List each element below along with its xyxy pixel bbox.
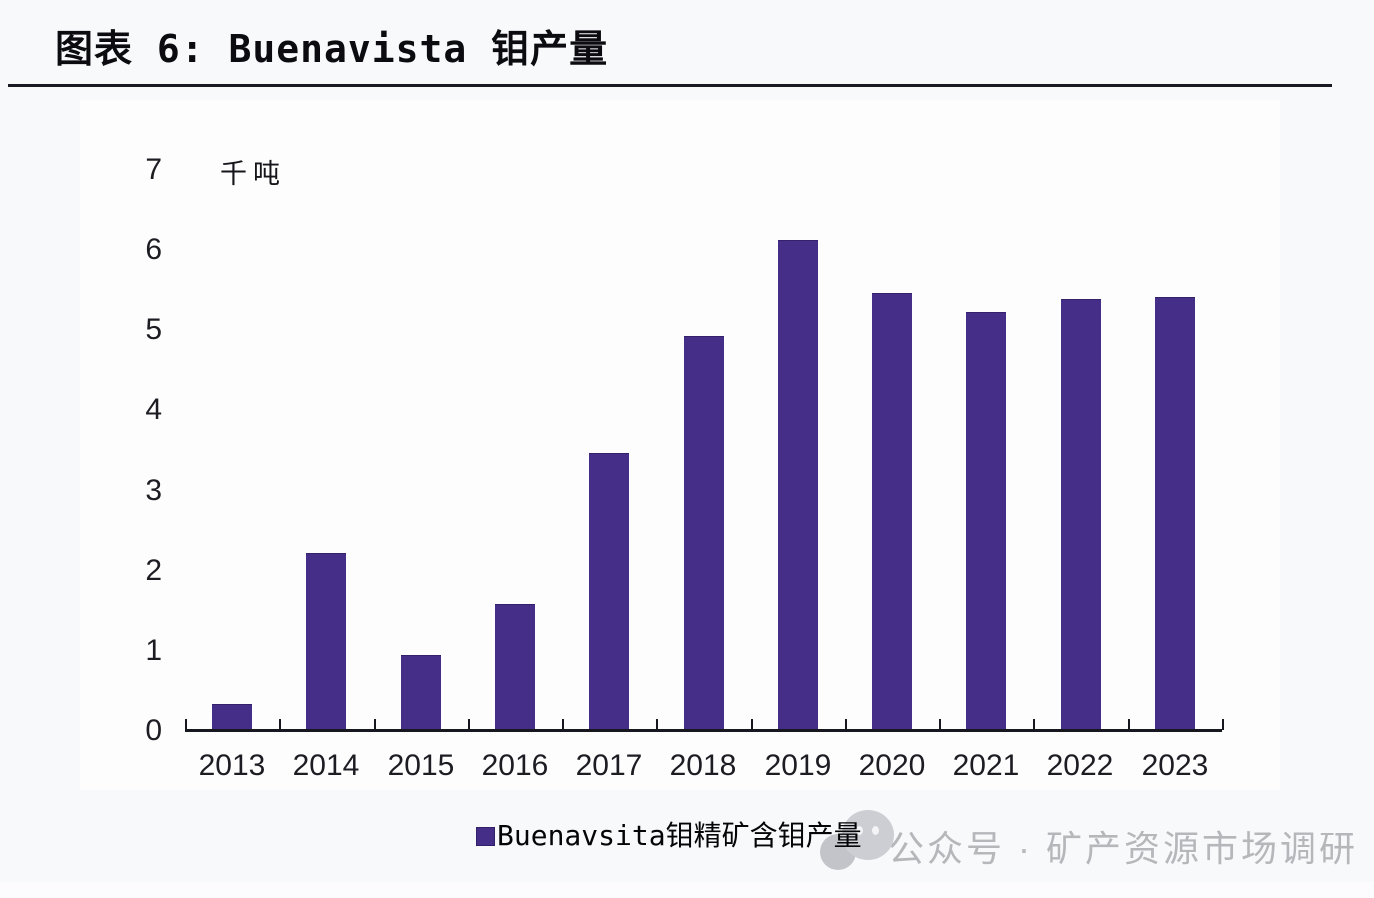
y-axis-unit-label: 千吨: [220, 159, 286, 189]
y-axis-tick-label: 5: [145, 313, 162, 347]
bar-2013: [212, 704, 252, 731]
bar-2015: [401, 655, 441, 731]
bottom-strip: [0, 882, 1374, 898]
x-axis-line: [185, 729, 1222, 732]
watermark-icon-eye-left: [856, 826, 863, 835]
x-axis-tick: [1128, 719, 1130, 730]
watermark: 公众号 · 矿产资源市场调研: [820, 808, 1358, 876]
x-axis-tick: [468, 719, 470, 730]
bar-2018: [684, 336, 724, 731]
x-axis-tick-label: 2017: [575, 749, 643, 782]
wechat-official-account-icon: [820, 808, 894, 876]
page-title: 图表 6: Buenavista 钼产量: [55, 27, 609, 71]
y-axis-tick-label: 3: [145, 473, 162, 507]
y-axis-tick-label: 0: [145, 714, 162, 747]
x-axis-tick-label: 2020: [858, 749, 926, 782]
bar-2016: [495, 604, 535, 731]
x-axis-tick-label: 2018: [669, 749, 737, 782]
x-axis-tick-label: 2023: [1141, 749, 1209, 782]
legend-series-label: Buenavsita钼精矿含钼产量: [497, 819, 862, 852]
y-axis-tick-label: 2: [145, 553, 162, 587]
x-axis-tick-label: 2016: [481, 749, 549, 782]
x-axis-tick: [1033, 719, 1035, 730]
legend: Buenavsita钼精矿含钼产量: [476, 814, 862, 854]
watermark-icon-big-circle: [842, 810, 894, 860]
bar-2017: [589, 453, 629, 731]
bar-2022: [1061, 299, 1101, 731]
watermark-text: 公众号 · 矿产资源市场调研: [888, 828, 1358, 869]
y-axis-tick-label: 6: [145, 233, 162, 267]
x-axis-tick-label: 2019: [764, 749, 832, 782]
x-axis-tick-label: 2015: [387, 749, 455, 782]
watermark-icon-eye-right: [872, 826, 879, 835]
bar-2021: [966, 312, 1006, 731]
x-axis-tick-label: 2021: [952, 749, 1020, 782]
x-axis-tick: [939, 719, 941, 730]
x-axis-tick: [279, 719, 281, 730]
bar-2014: [306, 553, 346, 731]
bar-2020: [872, 293, 912, 731]
x-axis-tick: [751, 719, 753, 730]
x-axis-tick: [562, 719, 564, 730]
x-axis-tick: [656, 719, 658, 730]
bar-2023: [1155, 297, 1195, 731]
y-axis-tick-label: 4: [145, 393, 162, 427]
legend-marker-swatch: [476, 826, 495, 846]
x-axis-tick: [374, 719, 376, 730]
x-axis-tick-label: 2014: [292, 749, 360, 782]
x-axis-tick-label: 2013: [198, 749, 266, 782]
y-axis-tick-label: 1: [145, 633, 162, 667]
bar-2019: [778, 240, 818, 731]
y-axis-tick-label: 7: [145, 153, 162, 186]
x-axis-tick: [845, 719, 847, 730]
x-axis-tick-label: 2022: [1046, 749, 1114, 782]
title-divider-rule: [8, 84, 1332, 87]
x-axis-tick: [1222, 719, 1224, 730]
x-axis-tick: [185, 719, 187, 730]
